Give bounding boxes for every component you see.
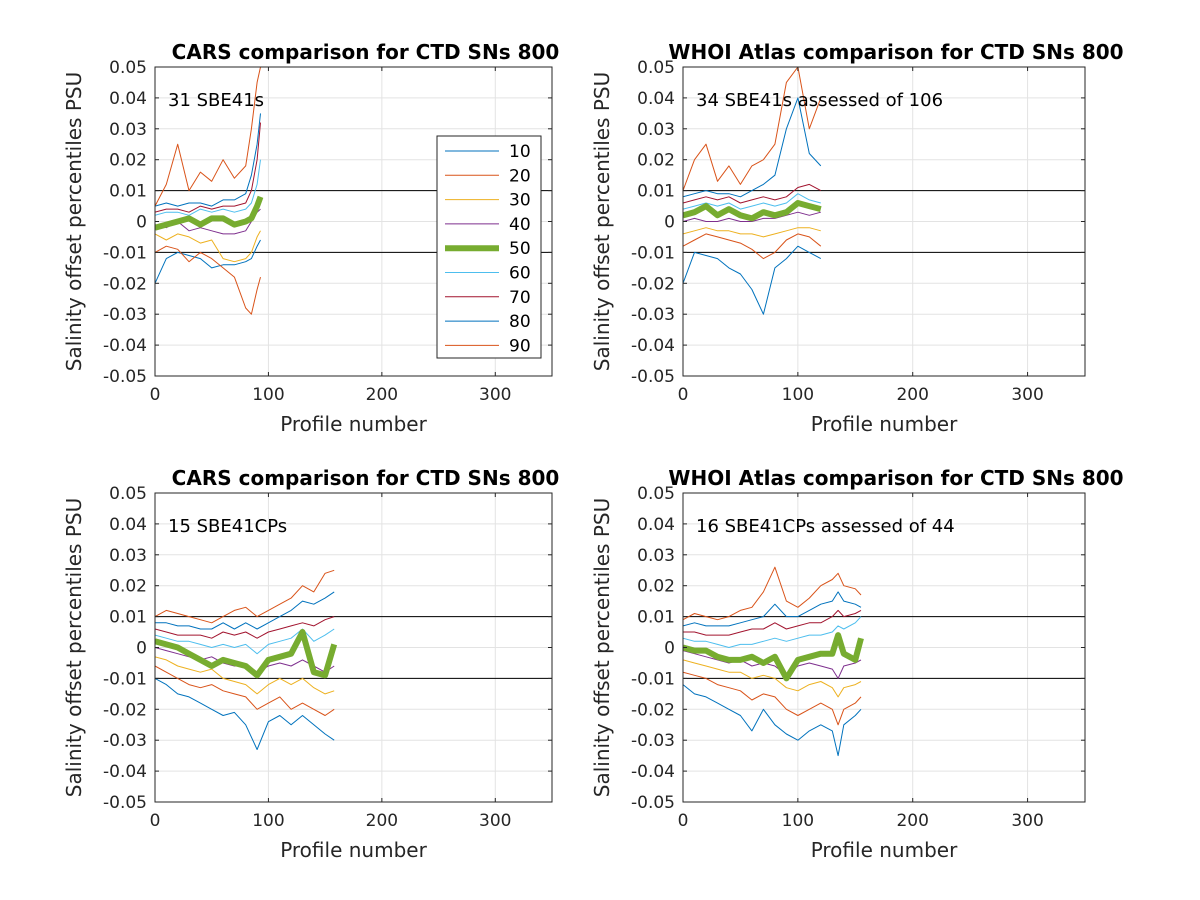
y-axis-label: Salinity offset percentiles PSU [62,498,86,797]
y-tick-label: -0.02 [631,274,675,294]
y-tick-label: -0.04 [103,762,147,782]
y-tick-label: 0.02 [637,151,675,171]
x-tick-label: 300 [1011,385,1043,405]
y-tick-label: -0.04 [631,336,675,356]
x-tick-label: 0 [150,811,161,831]
x-tick-label: 200 [896,385,928,405]
legend-label-60: 60 [509,264,531,284]
y-axis-label: Salinity offset percentiles PSU [590,498,614,797]
y-tick-label: 0.05 [109,484,147,504]
y-tick-label: 0.01 [109,608,147,628]
annotation-text: 16 SBE41CPs assessed of 44 [696,516,955,537]
y-tick-label: 0.03 [109,546,147,566]
y-tick-label: 0.03 [637,120,675,140]
annotation-text: 34 SBE41s assessed of 106 [696,90,943,111]
legend-label-70: 70 [509,288,531,308]
chart-title: CARS comparison for CTD SNs 800 [172,40,560,64]
legend-label-90: 90 [509,336,531,356]
y-tick-label: 0.04 [109,515,147,535]
y-tick-label: -0.01 [103,243,147,263]
legend-label-20: 20 [509,166,531,186]
legend-label-10: 10 [509,142,531,162]
y-tick-label: 0.04 [637,89,675,109]
y-tick-label: -0.05 [631,793,675,813]
chart-title: WHOI Atlas comparison for CTD SNs 800 [668,466,1123,490]
chart-title: WHOI Atlas comparison for CTD SNs 800 [668,40,1123,64]
x-tick-label: 0 [678,811,689,831]
figure: 0100200300-0.05-0.04-0.03-0.02-0.0100.01… [0,0,1200,900]
chart-title: CARS comparison for CTD SNs 800 [172,466,560,490]
y-tick-label: 0.02 [109,151,147,171]
subplot-2: 0 100 200 300 -0.05 -0.04 -0.03 -0.02 -0.01 0 0.01… [590,40,1124,436]
legend-label-50: 50 [509,239,531,259]
y-tick-label: -0.05 [103,793,147,813]
y-tick-label: -0.03 [631,731,675,751]
x-tick-label: 300 [1011,811,1043,831]
x-tick-label: 0 [150,385,161,405]
x-axis-label: Profile number [811,412,958,436]
y-tick-label: -0.01 [631,243,675,263]
y-tick-label: -0.01 [631,669,675,689]
y-tick-label: -0.03 [103,731,147,751]
x-tick-label: 200 [896,811,928,831]
y-tick-label: -0.02 [103,700,147,720]
y-tick-label: 0.04 [637,515,675,535]
annotation-text: 15 SBE41CPs [168,516,287,537]
x-tick-label: 300 [479,385,511,405]
y-tick-label: 0.01 [637,182,675,202]
y-tick-label: 0 [136,213,147,233]
y-tick-label: -0.03 [631,305,675,325]
x-tick-label: 100 [782,811,814,831]
y-tick-label: -0.03 [103,305,147,325]
y-tick-label: 0.04 [109,89,147,109]
x-tick-label: 100 [252,385,284,405]
y-tick-label: 0.03 [637,546,675,566]
y-tick-label: 0.02 [109,577,147,597]
y-tick-label: 0.01 [637,608,675,628]
y-tick-label: 0 [136,639,147,659]
subplot-4: 0 100 200 300 -0.05 -0.04 -0.03 -0.02 -0.01 0 0.01… [590,466,1124,862]
annotation-text: 31 SBE41s [168,90,264,111]
y-tick-label: -0.04 [631,762,675,782]
y-tick-label: -0.02 [631,700,675,720]
y-tick-label: -0.05 [103,367,147,387]
x-tick-label: 200 [366,385,398,405]
x-tick-label: 0 [678,385,689,405]
y-axis-label: Salinity offset percentiles PSU [62,72,86,371]
x-tick-label: 200 [366,811,398,831]
y-tick-label: 0 [664,213,675,233]
x-tick-label: 300 [479,811,511,831]
y-tick-label: 0.01 [109,182,147,202]
y-axis-label: Salinity offset percentiles PSU [590,72,614,371]
x-axis-label: Profile number [280,838,427,862]
legend-label-30: 30 [509,191,531,211]
x-tick-label: 100 [252,811,284,831]
y-tick-label: -0.05 [631,367,675,387]
y-tick-label: 0.03 [109,120,147,140]
x-tick-label: 100 [782,385,814,405]
y-tick-label: 0.05 [109,58,147,78]
y-tick-label: -0.04 [103,336,147,356]
x-axis-label: Profile number [280,412,427,436]
y-tick-label: -0.01 [103,669,147,689]
subplot-3: 0 100 200 300 -0.05 -0.04 -0.03 -0.02 -0.01 0 0.01… [62,466,559,862]
y-tick-label: 0 [664,639,675,659]
legend: 10 20 30 40 50 60 70 80 90 [437,136,541,358]
x-axis-label: Profile number [811,838,958,862]
y-tick-label: 0.02 [637,577,675,597]
legend-label-40: 40 [509,215,531,235]
legend-label-80: 80 [509,312,531,332]
y-tick-label: -0.02 [103,274,147,294]
